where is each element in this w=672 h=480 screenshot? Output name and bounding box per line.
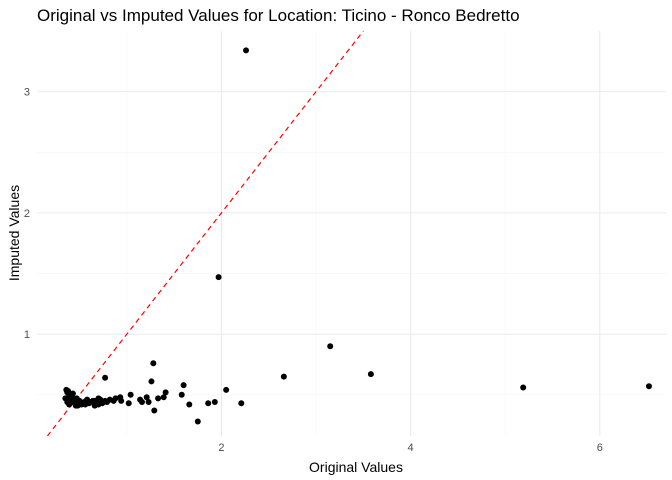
data-point	[178, 391, 185, 398]
data-point	[110, 397, 117, 404]
data-point	[205, 400, 212, 407]
data-point	[68, 395, 75, 402]
data-point	[367, 371, 374, 378]
data-point	[243, 47, 250, 54]
minor-grid	[37, 31, 666, 436]
data-point	[327, 343, 334, 350]
y-tick-label: 3	[24, 87, 30, 99]
data-point	[520, 384, 527, 391]
data-point	[125, 400, 132, 407]
chart-title: Original vs Imputed Values for Location:…	[37, 6, 520, 25]
data-point	[76, 400, 83, 407]
data-point	[151, 407, 158, 414]
data-points	[62, 47, 652, 425]
data-point	[645, 383, 652, 390]
x-tick-labels: 2 4 6	[218, 442, 602, 454]
data-point	[138, 399, 145, 406]
data-point	[215, 274, 222, 281]
x-tick-label: 6	[597, 442, 603, 454]
data-point	[82, 401, 89, 408]
y-axis-title: Imputed Values	[6, 185, 22, 281]
data-point	[117, 394, 124, 401]
data-point	[64, 389, 71, 396]
x-tick-label: 2	[218, 442, 224, 454]
data-point	[238, 400, 245, 407]
x-axis-title: Original Values	[309, 459, 403, 475]
data-point	[102, 397, 109, 404]
data-point	[223, 386, 230, 393]
data-point	[148, 378, 155, 385]
data-point	[280, 373, 287, 380]
data-point	[155, 395, 162, 402]
data-point	[69, 390, 76, 397]
data-point	[145, 399, 152, 406]
reference-line-layer	[46, 30, 364, 437]
data-point	[86, 399, 93, 406]
y-tick-labels: 1 2 3	[24, 87, 30, 342]
y-tick-label: 1	[24, 329, 30, 341]
data-point	[150, 360, 157, 367]
y-tick-label: 2	[24, 208, 30, 220]
data-point	[186, 401, 193, 408]
data-point	[194, 418, 201, 425]
data-point	[127, 391, 134, 398]
data-point	[102, 374, 109, 381]
x-tick-label: 4	[408, 442, 414, 454]
major-grid	[37, 31, 666, 436]
data-point	[211, 399, 218, 406]
data-point	[162, 389, 169, 396]
data-point	[180, 382, 187, 389]
data-point	[160, 394, 167, 401]
data-point	[143, 394, 150, 401]
identity-reference-line	[46, 30, 364, 437]
